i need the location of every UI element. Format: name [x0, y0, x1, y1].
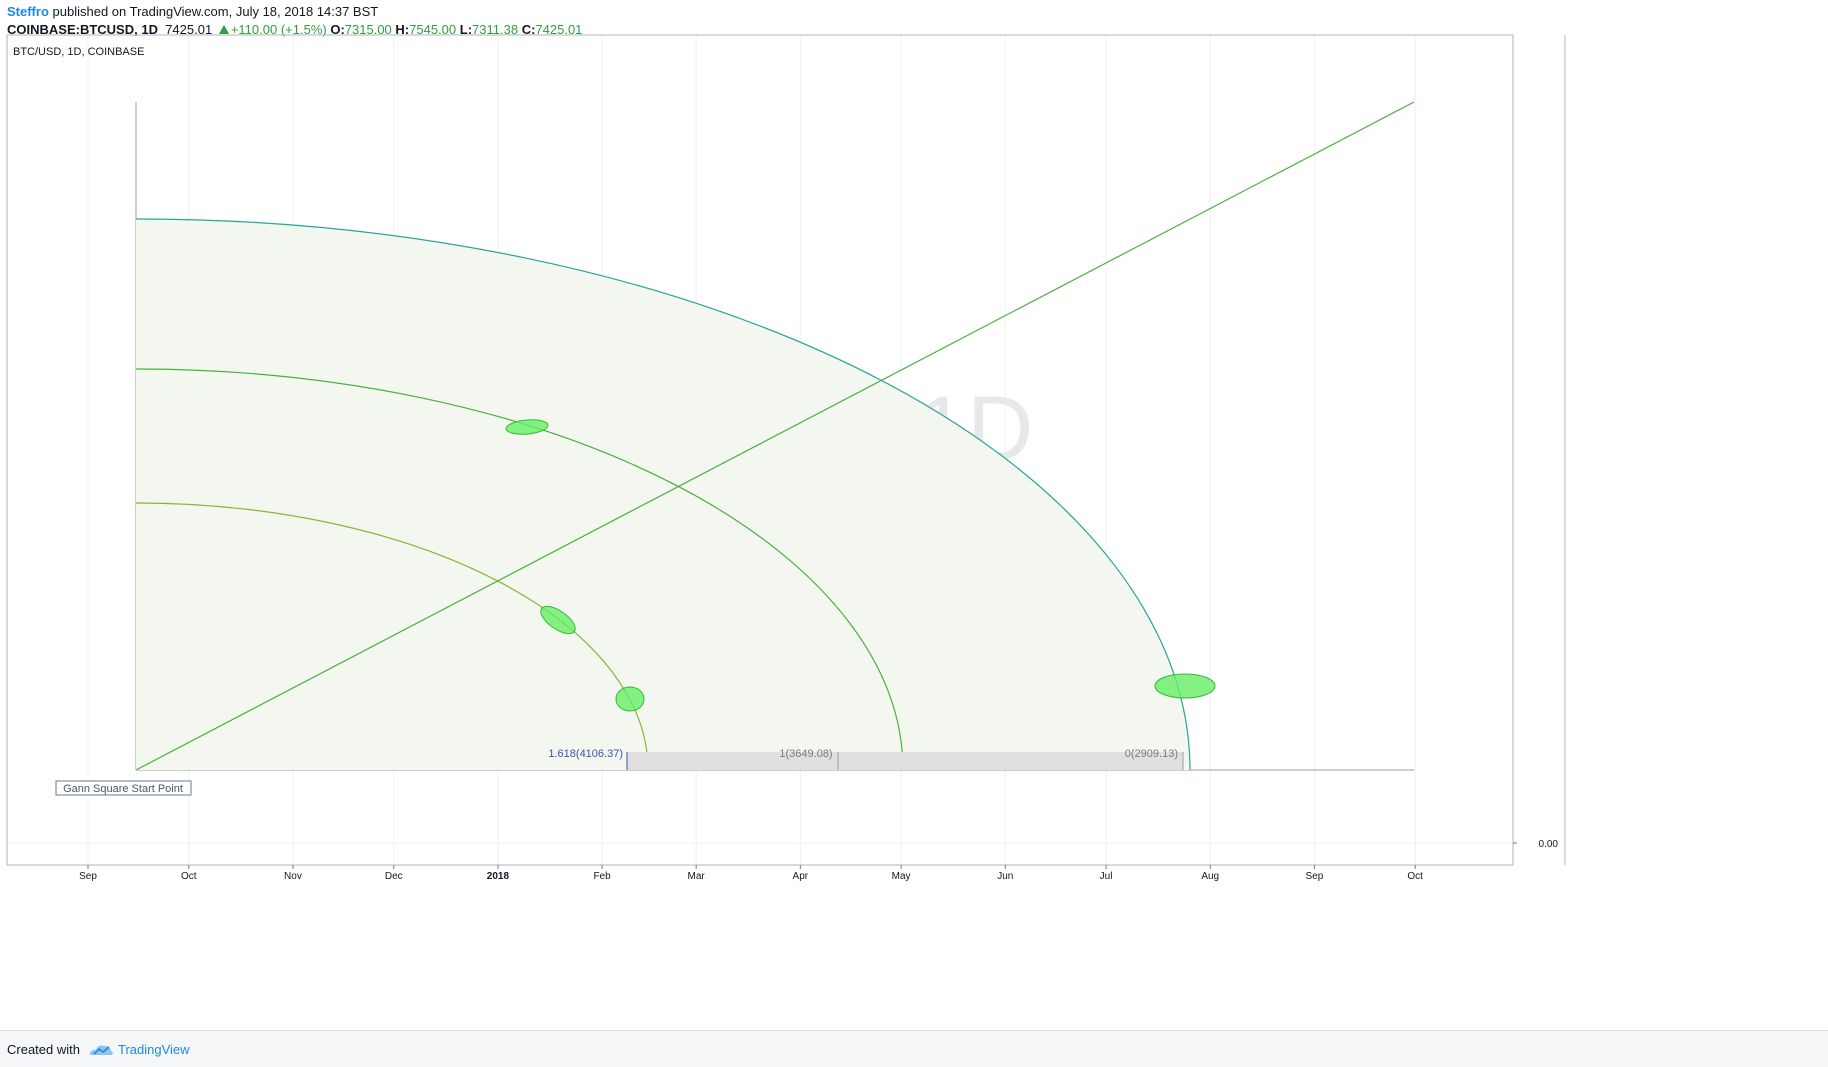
- close-label: C:: [521, 22, 536, 37]
- x-tick-label: Oct: [1407, 871, 1423, 882]
- chart-labels: BTC/USD, 1D, COINBASE Gann Square Start P…: [13, 46, 192, 796]
- open-value: 7315.00: [344, 22, 392, 37]
- chart-frame: [6, 34, 1566, 866]
- highlight-ellipse[interactable]: [1154, 673, 1216, 699]
- chart-header: Steffro published on TradingView.com, Ju…: [0, 0, 1828, 44]
- author-name[interactable]: Steffro: [7, 4, 49, 19]
- x-tick-label: Nov: [284, 871, 302, 882]
- ohlc-line: COINBASE:BTCUSD, 1D 7425.01 +110.00 (+1.…: [7, 22, 582, 37]
- fib-label-1: 1(3649.08): [779, 748, 832, 760]
- time-axis[interactable]: Sep Oct Nov Dec 2018 Feb Mar Apr May Jun Jul Aug Sep…: [79, 865, 1423, 882]
- created-with-text: Created with: [7, 1042, 80, 1057]
- price-axis[interactable]: 0.001000.002000.003000.004000.005000.006…: [1513, 0, 1558, 850]
- x-tick-label: Dec: [385, 871, 403, 882]
- x-tick-label: Mar: [688, 871, 706, 882]
- x-tick-label: Aug: [1201, 871, 1219, 882]
- x-tick-label: Feb: [593, 871, 611, 882]
- fib-zone-box: [627, 752, 1183, 770]
- gann-square-drawing[interactable]: [135, 101, 1415, 771]
- x-tick-label: Jul: [1100, 871, 1113, 882]
- gann-start-box[interactable]: [55, 780, 192, 796]
- low-value: 7311.38: [472, 22, 519, 37]
- publish-text: published on TradingView.com, July 18, 2…: [52, 4, 379, 19]
- x-tick-label: Jun: [997, 871, 1013, 882]
- close-value: 7425.01: [535, 22, 583, 37]
- highlight-ellipse[interactable]: [505, 418, 549, 436]
- tradingview-brand[interactable]: TradingView: [118, 1042, 190, 1057]
- x-tick-label: Oct: [181, 871, 197, 882]
- y-tick-label: 0.00: [1539, 839, 1559, 850]
- highlight-ellipses[interactable]: [505, 418, 1216, 712]
- chart-title: BTC/USD, 1D, COINBASE: [13, 46, 144, 58]
- gann-start-label: Gann Square Start Point: [63, 783, 183, 795]
- gann-fan-line[interactable]: [135, 101, 1415, 771]
- open-label: O:: [330, 22, 345, 37]
- footer-bar: Created with TradingView: [0, 1030, 1828, 1067]
- x-tick-label: Sep: [79, 871, 97, 882]
- symbol-label: COINBASE:BTCUSD, 1D: [7, 22, 158, 37]
- fib-label-0: 0(2909.13): [1125, 748, 1178, 760]
- tradingview-cloud-icon[interactable]: [88, 1043, 114, 1057]
- last-price: 7425.01: [165, 22, 213, 37]
- high-value: 7545.00: [409, 22, 457, 37]
- x-tick-label: May: [892, 871, 911, 882]
- x-tick-label: Apr: [793, 871, 809, 882]
- fib-time-zone[interactable]: 1.618(4106.37) 1(3649.08) 0(2909.13): [548, 748, 1184, 770]
- x-tick-label: 2018: [487, 871, 510, 882]
- x-tick-label: Sep: [1306, 871, 1324, 882]
- price-chart[interactable]: BTCUSD, 1DBitcoin / U.S. Dollar 1.618(41…: [0, 0, 1828, 1030]
- plot-border: [6, 34, 1514, 866]
- highlight-ellipse[interactable]: [536, 601, 579, 639]
- low-label: L:: [459, 22, 473, 37]
- publish-info: Steffro published on TradingView.com, Ju…: [7, 4, 378, 19]
- fib-label-1618: 1.618(4106.37): [548, 748, 623, 760]
- highlight-ellipse[interactable]: [615, 686, 645, 712]
- up-arrow-icon: [218, 25, 229, 34]
- change-value: +110.00 (+1.5%): [230, 22, 327, 37]
- high-label: H:: [395, 22, 410, 37]
